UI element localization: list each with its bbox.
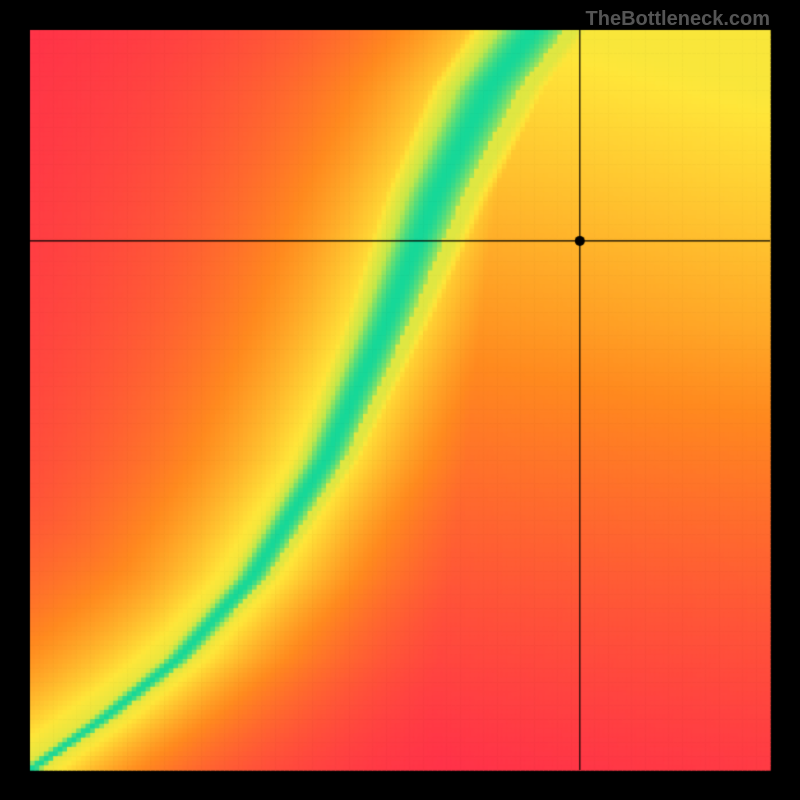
watermark-text: TheBottleneck.com xyxy=(586,8,770,31)
heatmap-plot xyxy=(0,0,800,800)
